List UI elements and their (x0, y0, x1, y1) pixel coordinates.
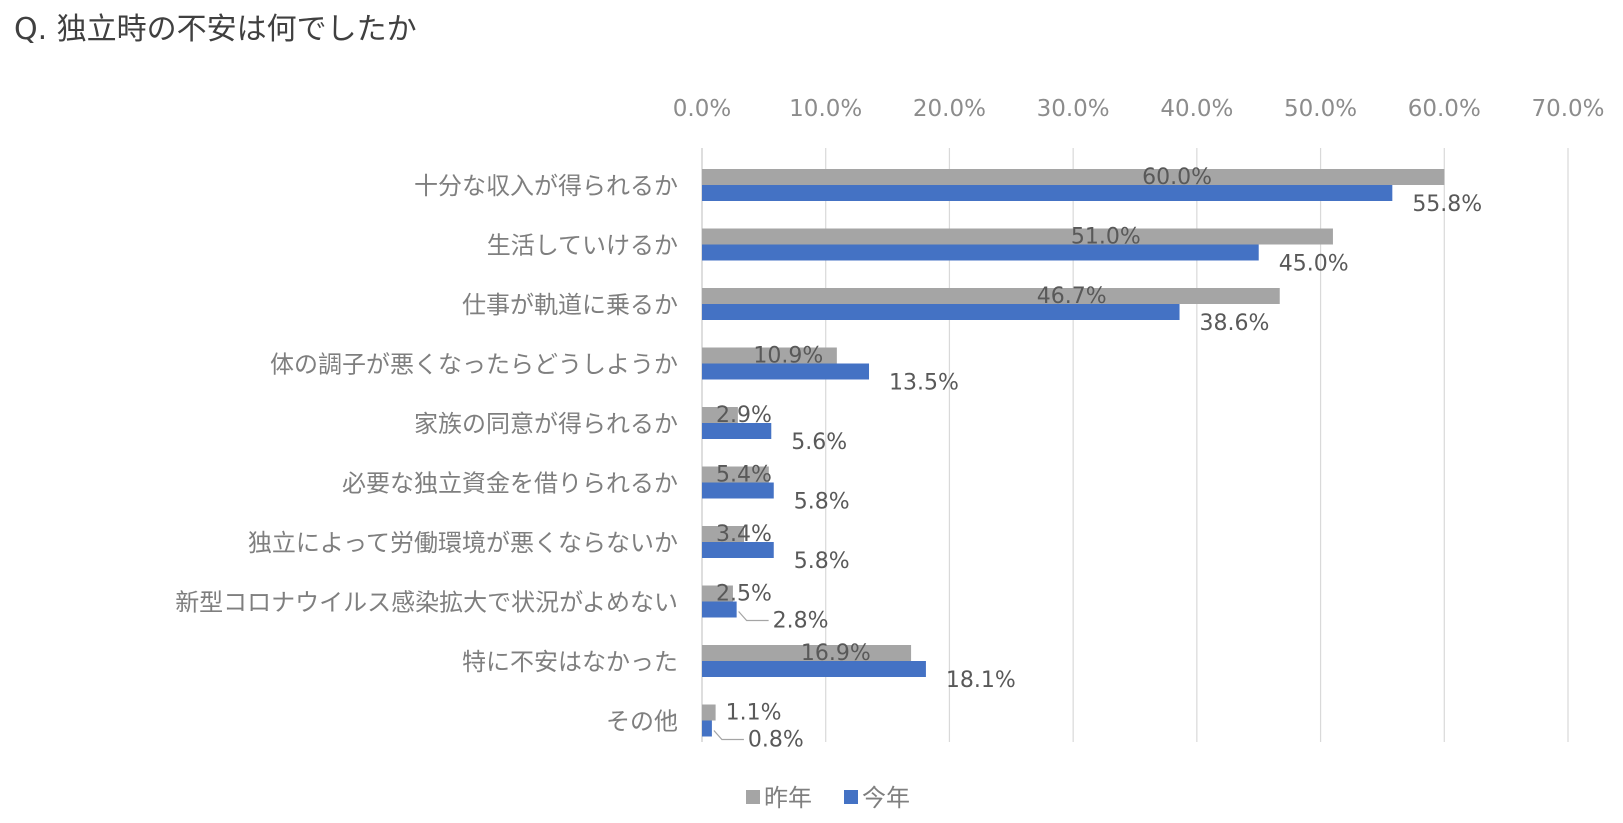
data-label-this-year: 18.1% (946, 668, 1016, 693)
bar-last-year (702, 347, 837, 364)
bar-this-year (702, 661, 926, 677)
x-tick-label: 60.0% (1408, 96, 1481, 122)
category-label: 家族の同意が得られるか (414, 410, 678, 438)
bar-this-year (702, 423, 772, 439)
legend-swatch-this-year (844, 790, 858, 804)
x-tick-label: 30.0% (1037, 96, 1110, 122)
category-label: 独立によって労働環境が悪くならないか (248, 529, 678, 557)
bar-last-year (702, 407, 738, 423)
data-label-this-year: 0.8% (748, 728, 804, 753)
category-label: 十分な収入が得られるか (414, 172, 678, 200)
data-label-last-year: 5.4% (716, 463, 772, 488)
leader-line (713, 730, 744, 741)
bar-last-year (702, 466, 769, 483)
category-label: その他 (606, 708, 678, 736)
data-label-last-year: 60.0% (1142, 165, 1212, 190)
data-label-this-year: 45.0% (1279, 252, 1349, 277)
data-label-this-year: 5.8% (794, 490, 850, 515)
data-label-last-year: 2.5% (716, 582, 772, 607)
bar-last-year (702, 526, 745, 542)
bar-last-year (702, 288, 1280, 304)
x-tick-label: 0.0% (673, 96, 731, 122)
data-label-last-year: 3.4% (716, 522, 772, 547)
data-label-this-year: 5.8% (794, 549, 850, 574)
data-label-last-year: 2.9% (716, 403, 772, 428)
legend-swatch-last-year (746, 790, 760, 804)
chart-title: Q. 独立時の不安は何でしたか (14, 12, 417, 47)
category-label: 体の調子が悪くなったらどうしようか (270, 351, 678, 379)
bar-this-year (702, 482, 774, 499)
category-label: 特に不安はなかった (462, 648, 678, 676)
legend-label: 今年 (862, 784, 910, 812)
category-label: 生活していけるか (487, 232, 678, 260)
legend-label: 昨年 (764, 784, 812, 812)
data-label-last-year: 10.9% (753, 344, 823, 369)
category-label: 新型コロナウイルス感染拡大で状況がよめない (175, 589, 678, 617)
data-label-this-year: 2.8% (773, 609, 829, 634)
x-tick-label: 70.0% (1531, 96, 1604, 122)
bar-this-year (702, 363, 870, 380)
x-tick-label: 40.0% (1160, 96, 1233, 122)
data-label-last-year: 16.9% (801, 641, 871, 666)
data-label-last-year: 46.7% (1037, 284, 1107, 309)
bar-last-year (702, 704, 716, 721)
category-label: 仕事が軌道に乗るか (462, 291, 678, 319)
x-tick-label: 50.0% (1284, 96, 1357, 122)
data-label-this-year: 55.8% (1412, 192, 1482, 217)
bar-this-year (702, 601, 737, 618)
category-label: 必要な独立資金を借りられるか (342, 470, 678, 498)
bar-this-year (702, 185, 1393, 201)
bar-this-year (702, 720, 712, 737)
data-label-this-year: 38.6% (1200, 311, 1270, 336)
bar-last-year (702, 585, 733, 602)
data-label-last-year: 1.1% (726, 701, 782, 726)
data-label-this-year: 13.5% (889, 371, 959, 396)
data-label-last-year: 51.0% (1071, 225, 1141, 250)
bar-last-year (702, 169, 1445, 185)
bar-last-year (702, 645, 912, 661)
bar-this-year (702, 244, 1259, 261)
x-tick-label: 10.0% (789, 96, 862, 122)
bar-this-year (702, 304, 1180, 320)
x-tick-label: 20.0% (913, 96, 986, 122)
bar-last-year (702, 228, 1333, 245)
leader-line (738, 611, 769, 622)
data-label-this-year: 5.6% (791, 430, 847, 455)
bar-this-year (702, 542, 774, 558)
